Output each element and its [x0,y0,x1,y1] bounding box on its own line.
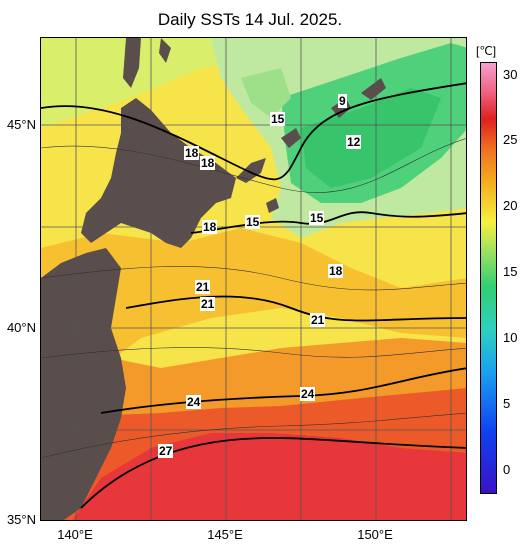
colorbar-tick-label: 15 [503,264,518,279]
colorbar-tick-label: 30 [503,67,518,82]
lon-label-145: 145°E [207,527,243,542]
isotherm-label: 21 [200,297,216,311]
isotherm-label: 15 [309,211,325,225]
lon-label-150: 150°E [357,527,393,542]
isotherm-label: 18 [184,146,200,160]
isotherm-label: 9 [338,94,347,108]
isotherm-label: 24 [186,395,202,409]
isotherm-label: 12 [346,135,362,149]
colorbar-tick-label: 10 [503,330,518,345]
isotherm-label: 18 [200,156,216,170]
colorbar [480,62,497,494]
isotherm-label: 15 [270,112,286,126]
isotherm-label: 24 [300,387,316,401]
isotherm-label: 18 [202,220,218,234]
lon-label-140: 140°E [57,527,93,542]
map-title: Daily SSTs 14 Jul. 2025. [157,10,343,29]
lat-label-45: 45°N [6,117,36,132]
colorbar-tick-label: 5 [503,396,511,411]
colorbar-unit: [℃] [476,44,497,58]
lat-label-35: 35°N [6,512,36,527]
sst-map-canvas [41,38,466,520]
isotherm-label: 21 [310,313,326,327]
isotherm-label: 18 [328,264,344,278]
colorbar-tick-label: 25 [503,132,518,147]
colorbar-tick-label: 20 [503,198,518,213]
isotherm-label: 27 [158,444,174,458]
lat-label-40: 40°N [6,320,36,335]
isotherm-label: 15 [245,215,261,229]
sst-map [40,37,467,521]
colorbar-tick-label: 0 [503,462,511,477]
isotherm-label: 21 [195,280,211,294]
